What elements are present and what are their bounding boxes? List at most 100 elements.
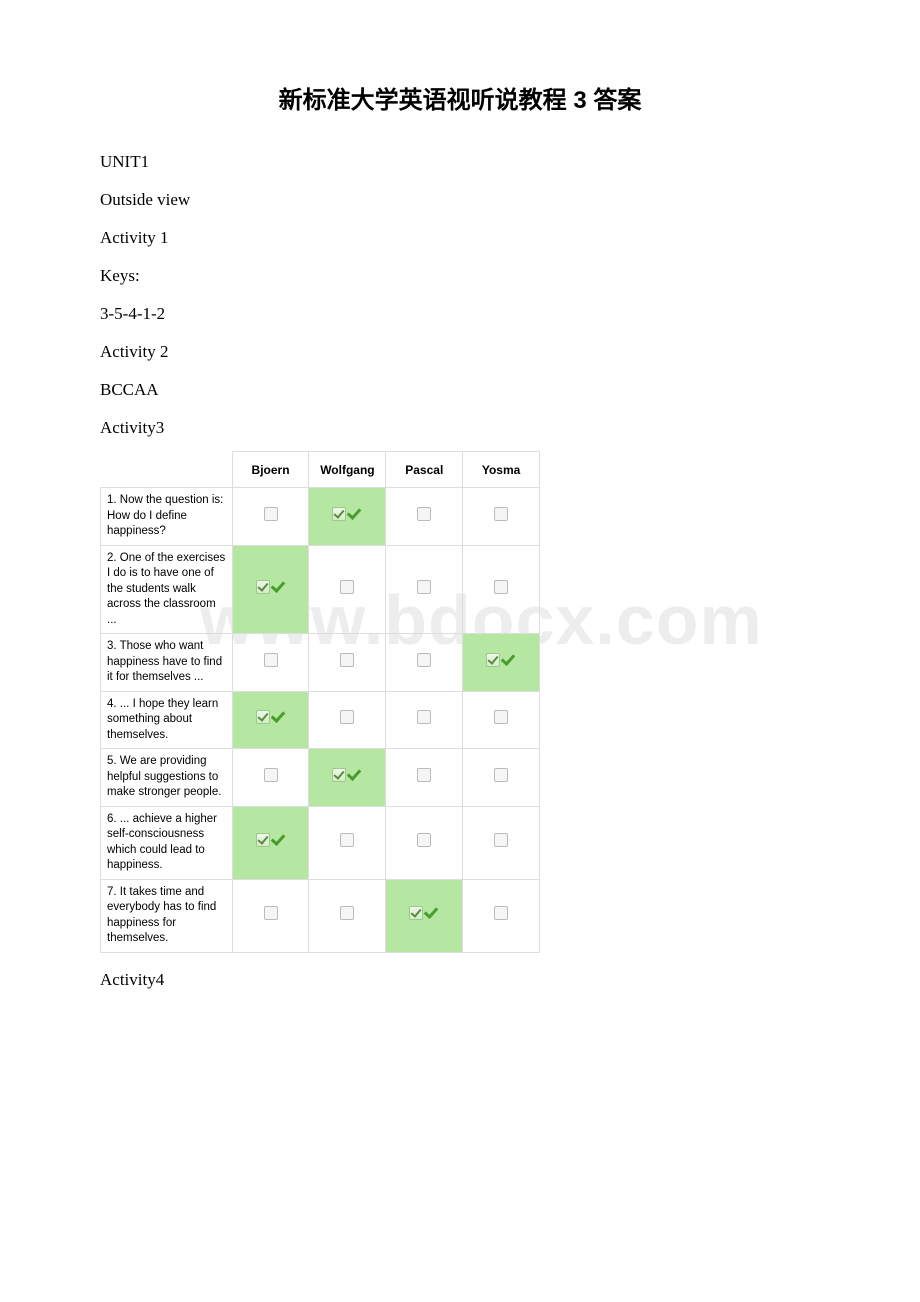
page-title: 新标准大学英语视听说教程 3 答案 <box>100 80 820 115</box>
header-empty <box>101 452 233 488</box>
checkbox-unchecked-icon <box>417 653 431 667</box>
document-content: 新标准大学英语视听说教程 3 答案 UNIT1 Outside view Act… <box>100 80 820 997</box>
answer-cell <box>309 879 386 952</box>
checkbox-unchecked-icon <box>494 580 508 594</box>
checkbox-checked-icon <box>332 507 346 521</box>
checkbox-checked-icon <box>256 833 270 847</box>
row-label: 5. We are providing helpful suggestions … <box>101 749 233 807</box>
answer-cell <box>463 749 540 807</box>
answer-cell <box>232 545 309 634</box>
text-line: Activity3 <box>100 411 820 445</box>
checked-group <box>256 580 286 594</box>
answer-cell <box>386 691 463 749</box>
table-row: 1. Now the question is: How do I define … <box>101 488 540 546</box>
checkbox-checked-icon <box>486 653 500 667</box>
checkmark-icon <box>348 769 362 781</box>
checked-group <box>486 653 516 667</box>
checkbox-unchecked-icon <box>340 710 354 724</box>
row-label: 3. Those who want happiness have to find… <box>101 634 233 692</box>
checked-group <box>409 906 439 920</box>
text-line: Activity4 <box>100 963 820 997</box>
checkbox-unchecked-icon <box>494 768 508 782</box>
checkbox-checked-icon <box>256 710 270 724</box>
checked-group <box>332 768 362 782</box>
answer-cell <box>309 634 386 692</box>
checkbox-unchecked-icon <box>494 710 508 724</box>
checked-group <box>256 833 286 847</box>
checkbox-checked-icon <box>409 906 423 920</box>
answer-cell <box>309 691 386 749</box>
checkbox-unchecked-icon <box>340 580 354 594</box>
checkbox-unchecked-icon <box>417 833 431 847</box>
table-row: 6. ... achieve a higher self-consciousne… <box>101 806 540 879</box>
checkmark-icon <box>502 654 516 666</box>
table-row: 5. We are providing helpful suggestions … <box>101 749 540 807</box>
checkbox-unchecked-icon <box>417 580 431 594</box>
checkbox-unchecked-icon <box>340 833 354 847</box>
header-yosma: Yosma <box>463 452 540 488</box>
checked-group <box>256 710 286 724</box>
table-body: 1. Now the question is: How do I define … <box>101 488 540 953</box>
answer-cell <box>232 691 309 749</box>
table-header-row: Bjoern Wolfgang Pascal Yosma <box>101 452 540 488</box>
checkmark-icon <box>348 508 362 520</box>
answer-cell <box>232 634 309 692</box>
text-line: Keys: <box>100 259 820 293</box>
answer-cell <box>463 488 540 546</box>
table-row: 4. ... I hope they learn something about… <box>101 691 540 749</box>
checkbox-checked-icon <box>332 768 346 782</box>
answer-cell <box>463 691 540 749</box>
checkbox-unchecked-icon <box>264 507 278 521</box>
answer-cell <box>386 749 463 807</box>
answer-cell <box>309 806 386 879</box>
answer-cell <box>463 879 540 952</box>
answer-cell <box>386 634 463 692</box>
answer-cell <box>386 545 463 634</box>
checkbox-unchecked-icon <box>417 710 431 724</box>
checkbox-unchecked-icon <box>340 653 354 667</box>
table-row: 3. Those who want happiness have to find… <box>101 634 540 692</box>
checkmark-icon <box>272 581 286 593</box>
answer-table-container: Bjoern Wolfgang Pascal Yosma 1. Now the … <box>100 451 820 953</box>
answer-cell <box>386 879 463 952</box>
checkbox-unchecked-icon <box>264 768 278 782</box>
answer-cell <box>463 806 540 879</box>
answer-cell <box>232 806 309 879</box>
checkbox-unchecked-icon <box>494 507 508 521</box>
answer-cell <box>463 545 540 634</box>
checkmark-icon <box>272 834 286 846</box>
checkbox-unchecked-icon <box>494 906 508 920</box>
text-line: Outside view <box>100 183 820 217</box>
checked-group <box>332 507 362 521</box>
text-line: BCCAA <box>100 373 820 407</box>
answer-cell <box>232 488 309 546</box>
row-label: 2. One of the exercises I do is to have … <box>101 545 233 634</box>
table-row: 7. It takes time and everybody has to fi… <box>101 879 540 952</box>
checkbox-unchecked-icon <box>417 507 431 521</box>
row-label: 4. ... I hope they learn something about… <box>101 691 233 749</box>
checkbox-unchecked-icon <box>264 906 278 920</box>
checkbox-unchecked-icon <box>494 833 508 847</box>
answer-cell <box>309 488 386 546</box>
answer-cell <box>309 749 386 807</box>
text-line: 3-5-4-1-2 <box>100 297 820 331</box>
checkbox-checked-icon <box>256 580 270 594</box>
answer-table: Bjoern Wolfgang Pascal Yosma 1. Now the … <box>100 451 540 953</box>
header-pascal: Pascal <box>386 452 463 488</box>
answer-cell <box>232 879 309 952</box>
header-bjoern: Bjoern <box>232 452 309 488</box>
checkmark-icon <box>425 907 439 919</box>
row-label: 1. Now the question is: How do I define … <box>101 488 233 546</box>
text-line: UNIT1 <box>100 145 820 179</box>
row-label: 7. It takes time and everybody has to fi… <box>101 879 233 952</box>
header-wolfgang: Wolfgang <box>309 452 386 488</box>
text-line: Activity 2 <box>100 335 820 369</box>
answer-cell <box>232 749 309 807</box>
answer-cell <box>463 634 540 692</box>
answer-cell <box>386 806 463 879</box>
answer-cell <box>309 545 386 634</box>
answer-cell <box>386 488 463 546</box>
checkbox-unchecked-icon <box>417 768 431 782</box>
text-line: Activity 1 <box>100 221 820 255</box>
checkbox-unchecked-icon <box>264 653 278 667</box>
